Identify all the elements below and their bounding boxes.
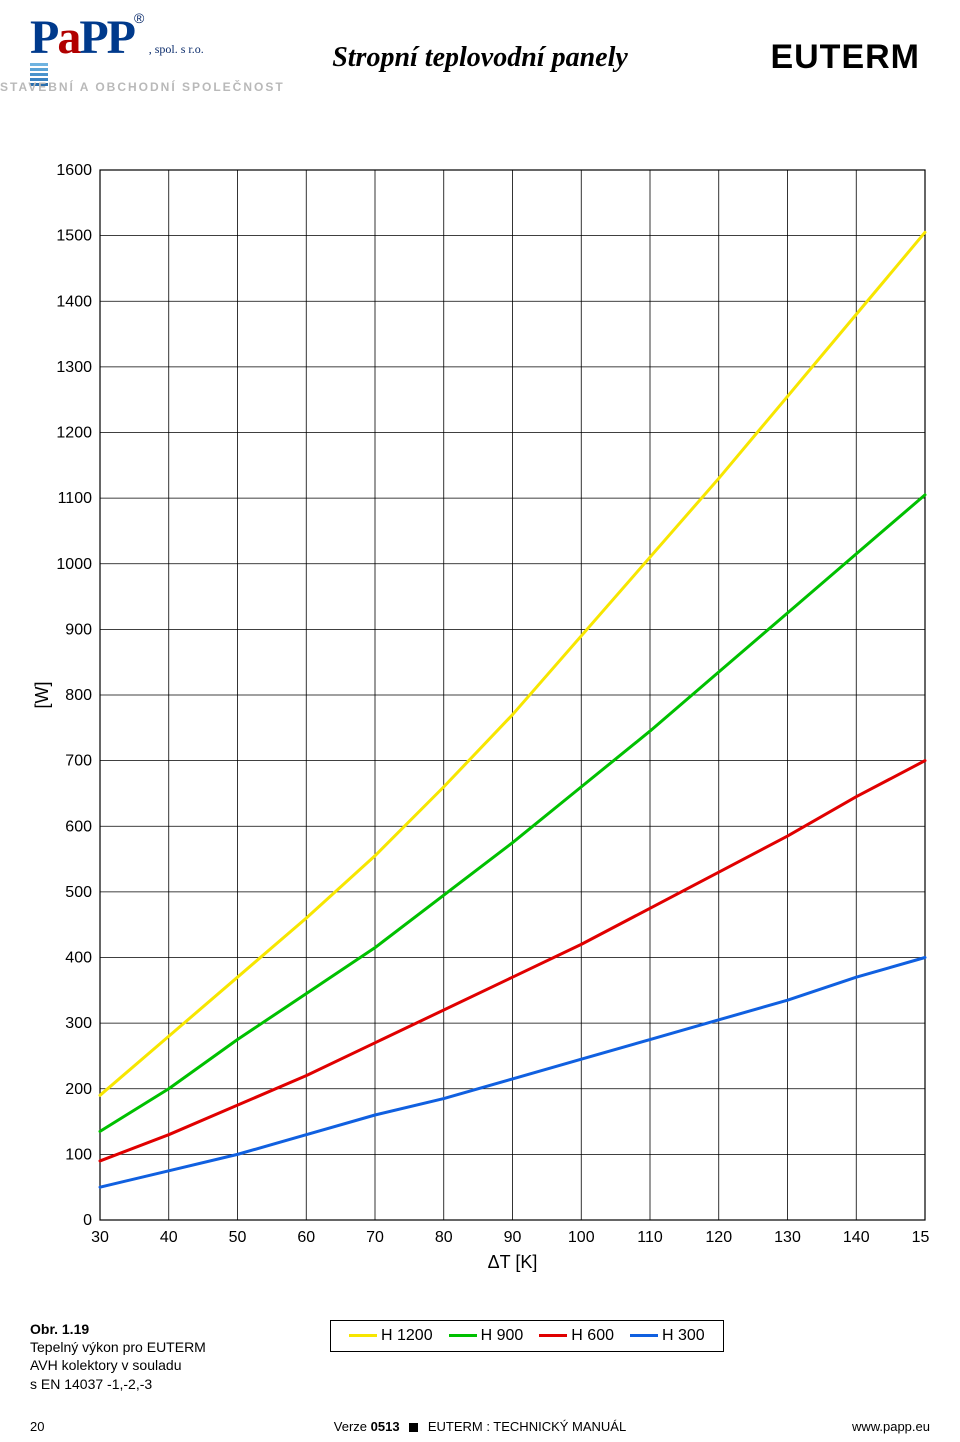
legend-swatch	[449, 1334, 477, 1337]
svg-text:1100: 1100	[58, 490, 93, 507]
caption-line2: AVH kolektory v souladu	[30, 1357, 181, 1373]
svg-text:1600: 1600	[56, 162, 92, 179]
logo-tagline: STAVEBNÍ A OBCHODNÍ SPOLEČNOST	[0, 80, 285, 94]
svg-text:150: 150	[912, 1229, 930, 1246]
figure-number: Obr. 1.19	[30, 1321, 89, 1337]
caption-line1: Tepelný výkon pro EUTERM	[30, 1339, 206, 1355]
svg-text:1200: 1200	[56, 425, 92, 442]
legend-frame: H 1200 H 900 H 600 H 300	[330, 1320, 724, 1352]
footer-version-label: Verze	[334, 1419, 371, 1434]
svg-text:900: 900	[65, 621, 92, 638]
svg-text:800: 800	[65, 687, 92, 704]
power-chart: 3040506070809010011012013014015001002003…	[30, 160, 930, 1300]
legend-item: H 900	[449, 1327, 524, 1345]
svg-text:200: 200	[65, 1081, 92, 1098]
svg-text:120: 120	[705, 1229, 732, 1246]
page-header: PaPP® , spol. s r.o. STAVEBNÍ A OBCHODNÍ…	[0, 0, 960, 110]
page: PaPP® , spol. s r.o. STAVEBNÍ A OBCHODNÍ…	[0, 0, 960, 1442]
svg-text:130: 130	[774, 1229, 801, 1246]
square-icon	[409, 1423, 418, 1432]
svg-text:300: 300	[65, 1015, 92, 1032]
svg-text:[W]: [W]	[32, 682, 52, 709]
svg-text:1000: 1000	[56, 556, 92, 573]
svg-text:50: 50	[229, 1229, 247, 1246]
legend-label: H 1200	[381, 1327, 433, 1344]
svg-text:60: 60	[297, 1229, 315, 1246]
footer-url: www.papp.eu	[852, 1419, 930, 1434]
svg-text:70: 70	[366, 1229, 384, 1246]
registered-mark: ®	[134, 10, 144, 26]
footer-center: Verze 0513 EUTERM : TECHNICKÝ MANUÁL	[0, 1419, 960, 1434]
svg-text:500: 500	[65, 884, 92, 901]
svg-text:40: 40	[160, 1229, 178, 1246]
svg-text:30: 30	[91, 1229, 109, 1246]
legend-swatch	[539, 1334, 567, 1337]
footer-version: 0513	[371, 1419, 400, 1434]
legend-label: H 900	[481, 1327, 524, 1344]
svg-text:110: 110	[637, 1229, 663, 1246]
svg-text:700: 700	[65, 753, 92, 770]
legend-item: H 300	[630, 1327, 705, 1345]
svg-text:600: 600	[65, 818, 92, 835]
svg-text:140: 140	[843, 1229, 870, 1246]
svg-text:100: 100	[65, 1146, 92, 1163]
svg-text:1400: 1400	[56, 293, 92, 310]
legend-item: H 600	[539, 1327, 614, 1345]
svg-text:1300: 1300	[56, 359, 92, 376]
legend-item: H 1200	[349, 1327, 433, 1345]
page-footer: 20 Verze 0513 EUTERM : TECHNICKÝ MANUÁL …	[0, 1412, 960, 1442]
svg-text:ΔT [K]: ΔT [K]	[488, 1252, 538, 1272]
svg-text:1500: 1500	[56, 228, 92, 245]
svg-text:100: 100	[568, 1229, 595, 1246]
brand-name: EUTERM	[770, 38, 920, 77]
legend-label: H 300	[662, 1327, 705, 1344]
legend-label: H 600	[571, 1327, 614, 1344]
caption-line3: s EN 14037 -1,-2,-3	[30, 1376, 152, 1392]
legend-swatch	[349, 1334, 377, 1337]
svg-text:0: 0	[83, 1212, 92, 1229]
svg-text:90: 90	[504, 1229, 522, 1246]
chart-svg: 3040506070809010011012013014015001002003…	[30, 160, 930, 1280]
legend-swatch	[630, 1334, 658, 1337]
chart-legend: H 1200 H 900 H 600 H 300	[330, 1320, 724, 1352]
svg-text:80: 80	[435, 1229, 453, 1246]
svg-text:400: 400	[65, 950, 92, 967]
figure-caption: Obr. 1.19 Tepelný výkon pro EUTERM AVH k…	[30, 1320, 330, 1393]
footer-doc: EUTERM : TECHNICKÝ MANUÁL	[428, 1419, 626, 1434]
